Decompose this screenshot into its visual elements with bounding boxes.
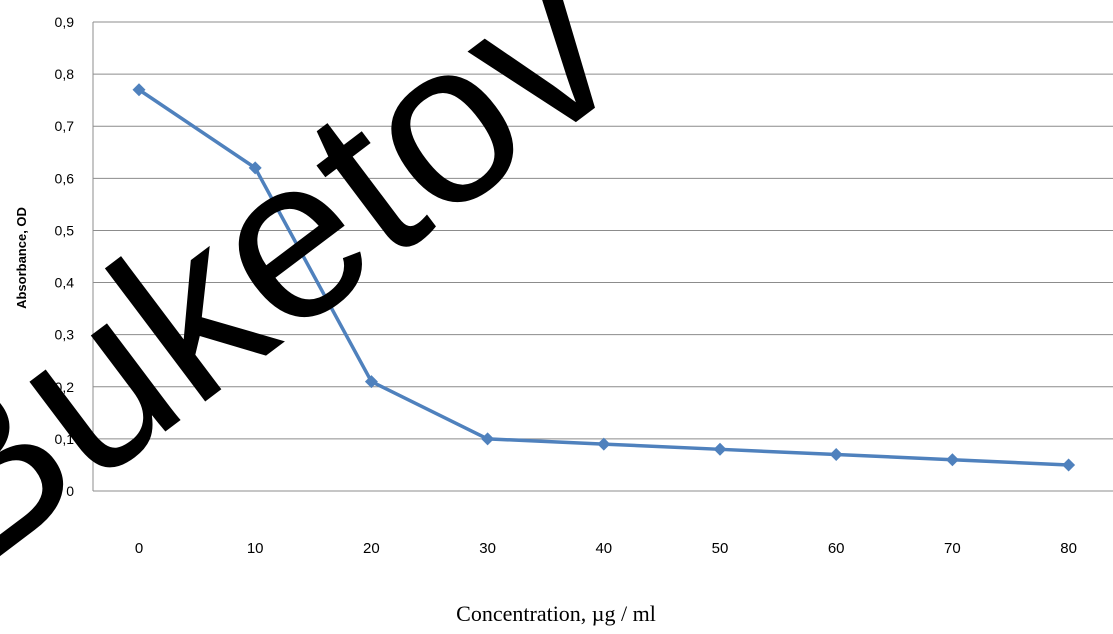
y-tick-label: 0,3 — [55, 327, 75, 343]
y-tick-label: 0,7 — [55, 118, 75, 134]
x-tick-label: 10 — [247, 540, 264, 557]
data-point-marker — [248, 161, 262, 175]
series-layer — [132, 83, 1076, 472]
data-point-marker — [945, 453, 959, 467]
y-tick-label: 0,5 — [55, 222, 75, 238]
data-point-marker — [481, 432, 495, 446]
x-axis-label: Concentration, µg / ml — [456, 601, 656, 626]
y-tick-label: 0,8 — [55, 66, 75, 82]
x-tick-label: 30 — [479, 540, 496, 557]
y-tick-label: 0,6 — [55, 170, 75, 186]
x-axis-ticks: 0 10 20 30 40 50 60 70 80 — [135, 540, 1077, 557]
y-axis-ticks: 0 0,1 0,2 0,3 0,4 0,5 0,6 0,7 0,8 0,9 — [55, 14, 75, 499]
data-point-marker — [364, 375, 378, 389]
x-tick-label: 0 — [135, 540, 143, 557]
y-tick-label: 0,4 — [55, 275, 75, 291]
data-point-marker — [597, 437, 611, 451]
x-tick-label: 60 — [828, 540, 845, 557]
watermark: Buketov — [0, 0, 661, 619]
y-tick-label: 0 — [66, 483, 74, 499]
x-tick-label: 80 — [1060, 540, 1077, 557]
x-tick-label: 70 — [944, 540, 961, 557]
x-tick-label: 20 — [363, 540, 380, 557]
y-tick-label: 0,1 — [55, 431, 75, 447]
x-tick-label: 40 — [595, 540, 612, 557]
y-tick-label: 0,9 — [55, 14, 75, 30]
data-point-marker — [713, 442, 727, 456]
data-point-marker — [132, 83, 146, 97]
y-tick-label: 0,2 — [55, 379, 75, 395]
x-tick-label: 50 — [712, 540, 729, 557]
y-axis-label: Absorbance, OD — [14, 207, 29, 309]
grid-lines — [92, 21, 1113, 492]
data-point-marker — [829, 448, 843, 462]
data-point-marker — [1062, 458, 1076, 472]
